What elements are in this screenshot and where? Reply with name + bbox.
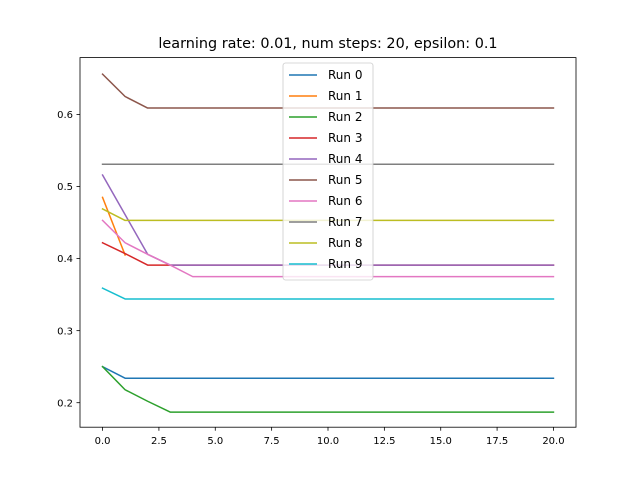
plot-frame <box>79 57 577 428</box>
x-tick-label: 20.0 <box>542 436 564 447</box>
legend-label: Run 3 <box>328 131 362 145</box>
x-tick-label: 17.5 <box>486 436 508 447</box>
x-tick-label: 5.0 <box>207 436 223 447</box>
series-line-run-1 <box>101 196 127 256</box>
chart-title: learning rate: 0.01, num steps: 20, epsi… <box>158 36 497 52</box>
x-tick-label: 12.5 <box>373 436 395 447</box>
legend: Run 0 Run 1 Run 2 Run 3 Run 4 Run 5 Run 6 Run 7… <box>282 62 374 281</box>
legend-label: Run 4 <box>328 152 362 166</box>
legend-label: Run 9 <box>328 257 362 271</box>
y-axis: 0.2 0.3 0.4 0.5 0.6 <box>57 110 80 409</box>
legend-label: Run 1 <box>328 89 362 103</box>
y-tick-label: 0.6 <box>57 110 73 121</box>
y-tick-label: 0.5 <box>57 182 73 193</box>
plot-lines <box>101 73 555 413</box>
series-line-run-8 <box>101 207 555 222</box>
x-tick-label: 2.5 <box>151 436 167 447</box>
y-tick-label: 0.3 <box>57 326 73 337</box>
x-tick-label: 15.0 <box>430 436 452 447</box>
series-line-run-2 <box>101 365 555 413</box>
x-axis: 0.0 2.5 5.0 7.5 10.0 12.5 15.0 17.5 20.0 <box>95 427 565 447</box>
y-tick-label: 0.2 <box>57 398 73 409</box>
x-tick-label: 10.0 <box>317 436 339 447</box>
x-tick-label: 0.0 <box>95 436 111 447</box>
legend-label: Run 6 <box>328 194 362 208</box>
y-tick-label: 0.4 <box>57 254 73 265</box>
x-tick-label: 7.5 <box>264 436 280 447</box>
legend-label: Run 8 <box>328 236 362 250</box>
series-line-run-0 <box>101 365 555 379</box>
legend-label: Run 5 <box>328 173 362 187</box>
series-line-run-9 <box>101 287 555 300</box>
legend-label: Run 7 <box>328 215 362 229</box>
legend-label: Run 0 <box>328 68 362 82</box>
legend-label: Run 2 <box>328 110 362 124</box>
series-line-run-6 <box>101 219 555 278</box>
